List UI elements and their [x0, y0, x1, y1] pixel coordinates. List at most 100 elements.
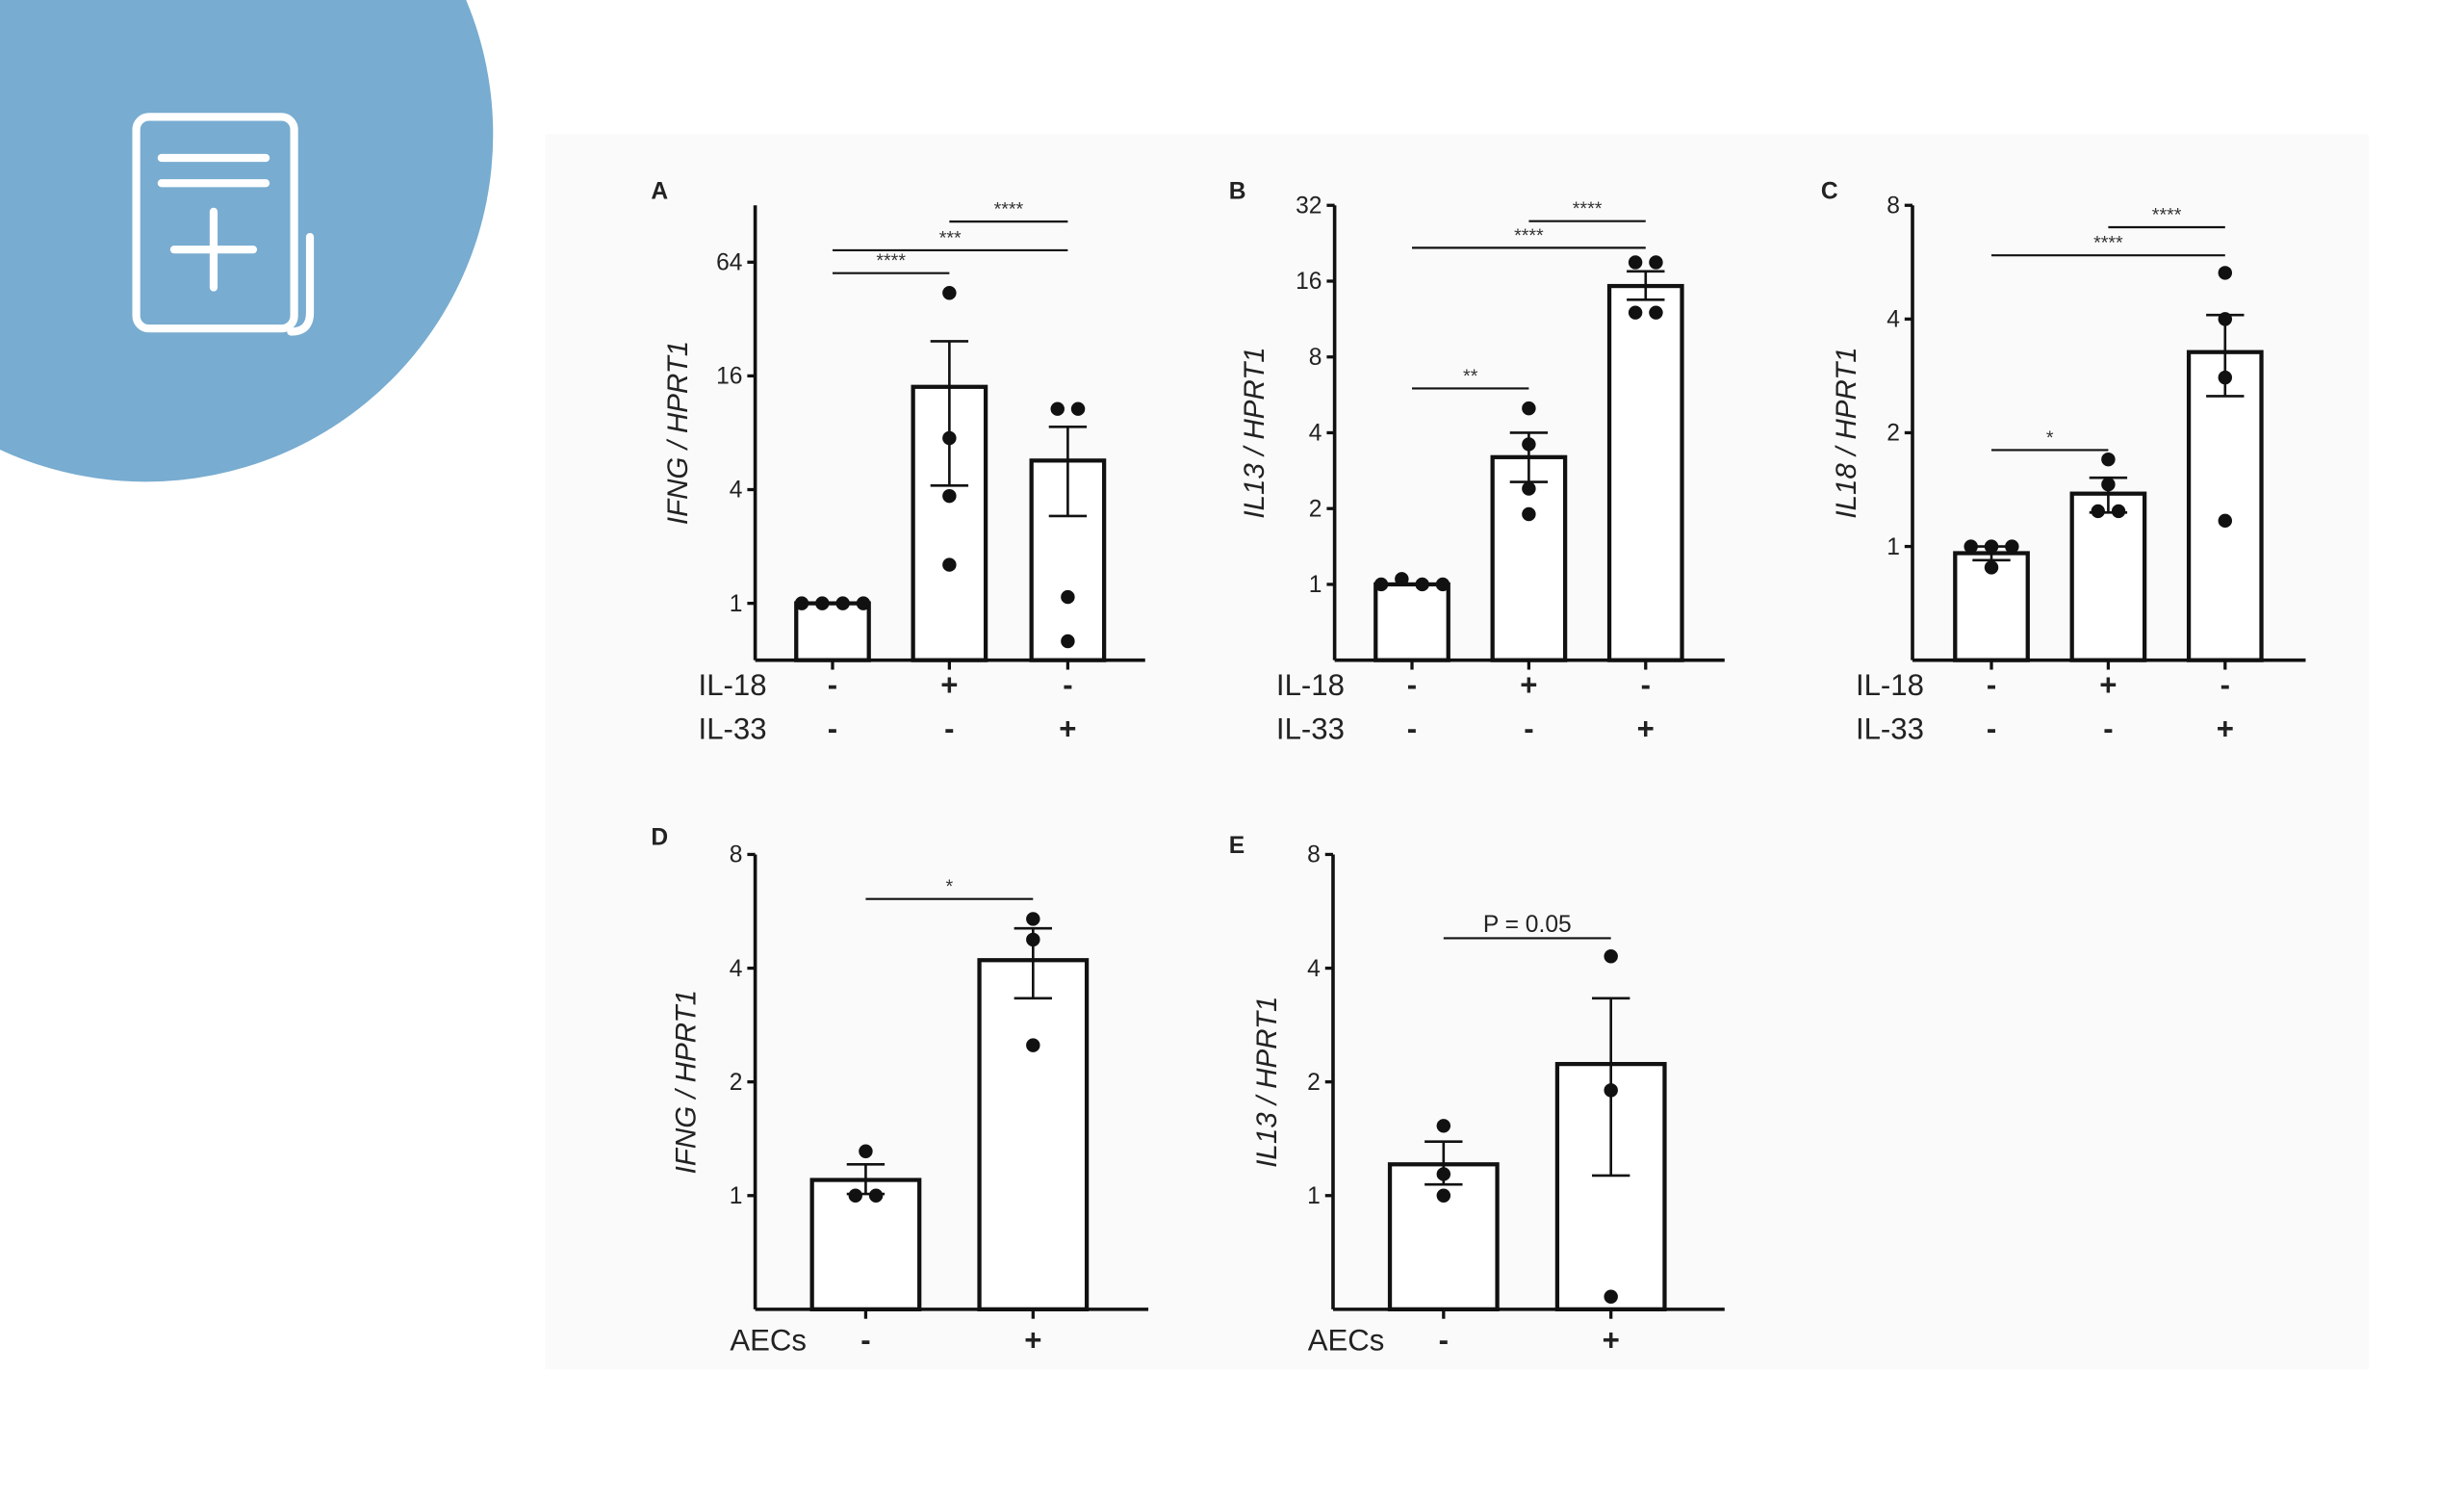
y-tick-label: 2 — [730, 1070, 743, 1096]
group-sign: - — [828, 712, 837, 746]
group-sign: + — [940, 668, 958, 702]
data-point — [1649, 305, 1663, 320]
data-point — [1649, 255, 1663, 270]
group-sign: - — [1641, 668, 1651, 702]
data-point — [1026, 912, 1040, 926]
data-point — [1522, 401, 1536, 416]
y-tick-label: 8 — [1886, 193, 1900, 219]
data-point — [2101, 477, 2116, 492]
y-tick-label: 2 — [1309, 496, 1322, 522]
bar — [809, 1178, 922, 1312]
group-sign: - — [1524, 712, 1533, 746]
data-point — [1436, 1167, 1451, 1181]
y-tick-label: 1 — [730, 591, 743, 617]
group-label: IL-18 — [1276, 668, 1345, 702]
bar — [794, 601, 871, 662]
bar — [977, 958, 1090, 1312]
data-point — [2091, 504, 2105, 519]
data-point — [942, 430, 957, 446]
group-sign: - — [1407, 668, 1417, 702]
y-axis-label: IL13 / HPRT1 — [1239, 347, 1270, 518]
panel-letter: B — [1229, 179, 1246, 205]
data-point — [1026, 1038, 1040, 1052]
group-label: AECs — [1308, 1324, 1385, 1358]
bar — [2069, 491, 2147, 662]
panel-d: D 1 2 4 8 IFNG / HPRT1 AECs - + * — [651, 825, 1149, 1358]
data-point — [2005, 539, 2019, 554]
y-tick-label: 32 — [1296, 193, 1322, 219]
group-label: IL-18 — [1856, 668, 1924, 702]
group-sign: - — [860, 1324, 870, 1358]
data-point — [1984, 560, 1999, 575]
group-sign: - — [1063, 668, 1072, 702]
data-point — [1026, 932, 1040, 947]
data-point — [1415, 577, 1429, 592]
y-tick-label: 16 — [1296, 269, 1322, 295]
data-point — [815, 596, 830, 610]
y-tick-label: 8 — [730, 842, 743, 868]
y-tick-label: 1 — [1309, 572, 1322, 598]
data-point — [2218, 370, 2233, 385]
significance-label: **** — [994, 199, 1024, 220]
group-sign: + — [1637, 712, 1655, 746]
y-tick-label: 8 — [1307, 842, 1321, 868]
group-label: IL-33 — [1856, 712, 1924, 746]
y-axis-label: IL18 / HPRT1 — [1831, 347, 1862, 518]
data-point — [1522, 506, 1536, 522]
group-sign: + — [1520, 668, 1537, 702]
bar — [1387, 1162, 1500, 1312]
data-point — [1964, 539, 1978, 554]
badge-circle — [0, 0, 494, 482]
y-tick-label: 64 — [716, 250, 742, 276]
data-point — [2218, 266, 2233, 280]
y-tick-label: 8 — [1309, 345, 1322, 371]
significance-label: **** — [2152, 204, 2182, 225]
significance-label: * — [2046, 427, 2054, 449]
y-tick-label: 4 — [1307, 956, 1321, 982]
data-point — [794, 596, 809, 610]
data-point — [1395, 572, 1409, 586]
group-sign: - — [1987, 668, 1996, 702]
data-point — [856, 596, 871, 610]
data-point — [1604, 1083, 1618, 1098]
significance-label: ** — [1463, 366, 1478, 387]
group-label: IL-33 — [1276, 712, 1345, 746]
y-tick-label: 1 — [730, 1183, 743, 1209]
data-point — [848, 1188, 862, 1203]
group-sign: + — [1059, 712, 1076, 746]
data-point — [1604, 949, 1618, 964]
data-point — [1070, 401, 1086, 416]
data-point — [1061, 589, 1075, 605]
y-tick-label: 4 — [1886, 307, 1900, 333]
data-point — [1436, 1119, 1451, 1133]
data-point — [835, 596, 850, 610]
data-point — [1050, 401, 1065, 416]
panel-letter: A — [651, 179, 668, 205]
bar — [2186, 350, 2264, 662]
group-sign: + — [1603, 1324, 1620, 1358]
y-axis-label: IFNG / HPRT1 — [662, 341, 694, 525]
data-point — [1628, 255, 1643, 270]
bar — [1606, 283, 1684, 662]
group-sign: - — [1407, 712, 1417, 746]
significance-label: **** — [876, 250, 906, 272]
data-point — [942, 286, 957, 300]
panel-letter: E — [1229, 833, 1245, 859]
y-axis-label: IL13 / HPRT1 — [1251, 997, 1283, 1168]
group-sign: - — [2103, 712, 2113, 746]
data-point — [1522, 437, 1536, 452]
group-sign: + — [2217, 712, 2234, 746]
data-point — [1373, 577, 1389, 592]
data-point — [868, 1188, 884, 1203]
significance-label: **** — [1514, 225, 1544, 246]
panel-e: E 1 2 4 8 IL13 / HPRT1 AECs - + P = 0.05 — [1229, 833, 1725, 1358]
significance-label: * — [946, 876, 954, 897]
y-axis-label: IFNG / HPRT1 — [670, 990, 702, 1174]
group-label: AECs — [730, 1324, 807, 1358]
data-point — [1061, 634, 1075, 649]
y-tick-label: 4 — [730, 956, 743, 982]
